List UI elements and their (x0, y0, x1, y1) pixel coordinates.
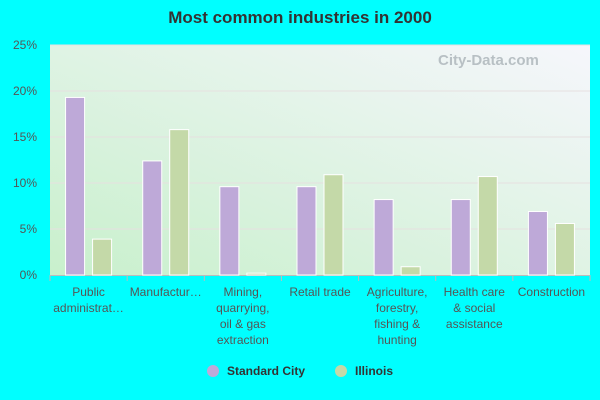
bar-standard-city (450, 199, 471, 276)
legend-item: Standard City (206, 364, 305, 378)
bar-illinois (400, 266, 421, 276)
x-category-label: Retail trade (289, 285, 351, 299)
x-category-label: Construction (518, 285, 585, 299)
bar-standard-city (527, 211, 548, 276)
y-tick-label: 0% (20, 268, 38, 282)
y-tick-label: 20% (13, 84, 37, 98)
legend-swatch (335, 365, 347, 377)
bar-standard-city (296, 186, 317, 276)
legend-item: Illinois (335, 364, 393, 378)
legend-label: Standard City (226, 364, 305, 378)
bar-illinois (554, 222, 575, 276)
bar-illinois (323, 174, 344, 276)
bar-standard-city (142, 160, 163, 276)
bar-standard-city (373, 199, 394, 276)
plot-area (50, 45, 590, 275)
bar-standard-city (65, 96, 86, 276)
chart-title: Most common industries in 2000 (168, 8, 432, 27)
x-category-label: Public administrat… (53, 285, 124, 315)
bar-illinois (92, 238, 113, 276)
y-tick-label: 10% (13, 176, 37, 190)
bar-illinois (169, 129, 190, 276)
legend-swatch (206, 365, 219, 377)
y-tick-label: 5% (20, 222, 38, 236)
legend: Standard City Illinois (0, 364, 600, 378)
x-category-label: Mining, quarrying, oil & gas extraction (216, 285, 269, 347)
bar-illinois (477, 176, 498, 276)
x-category-label: Health care & social assistance (444, 285, 506, 331)
y-tick-label: 25% (13, 38, 37, 52)
watermark: City-Data.com (438, 52, 539, 69)
bar-standard-city (219, 186, 240, 276)
x-category-label: Agriculture, forestry, fishing & hunting (367, 285, 428, 347)
y-tick-label: 15% (13, 130, 37, 144)
legend-label: Illinois (355, 364, 394, 378)
x-category-label: Manufactur… (130, 285, 202, 299)
bar-illinois (246, 272, 267, 276)
